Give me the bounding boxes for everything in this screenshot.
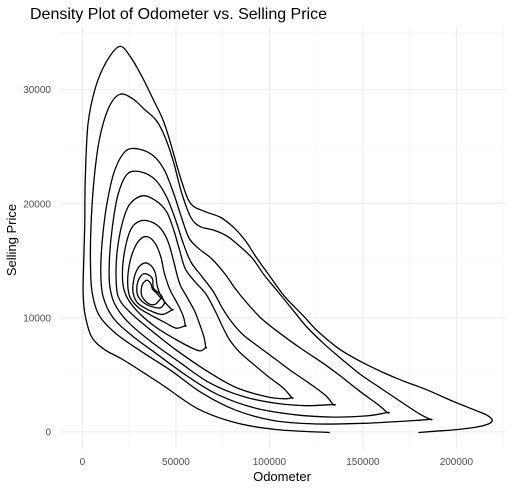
contour-level-8 [132,262,174,316]
contour-level-6 [121,219,207,352]
x-tick-label-4: 200000 [440,457,474,468]
contour-level-1 [82,45,493,434]
density-contours [82,45,493,434]
y-axis-title: Selling Price [4,204,19,276]
grid [60,27,505,449]
contour-level-4 [108,170,336,407]
chart-title: Density Plot of Odometer vs. Selling Pri… [30,6,327,23]
contour-level-7 [127,235,187,329]
contour-level-9 [136,273,166,309]
x-axis-title: Odometer [253,469,311,484]
x-tick-label-3: 150000 [346,457,380,468]
contour-level-10 [140,279,163,306]
y-tick-label-3: 30000 [23,85,51,96]
y-tick-label-2: 20000 [23,199,51,210]
x-tick-label-1: 50000 [162,457,190,468]
contour-level-2 [89,93,433,425]
contour-level-3 [100,147,390,418]
y-tick-label-0: 0 [45,427,51,438]
x-tick-label-0: 0 [80,457,86,468]
x-tick-label-2: 100000 [253,457,287,468]
y-axis-ticks: 0 10000 20000 30000 [23,85,51,438]
x-axis-ticks: 0 50000 100000 150000 200000 [80,457,474,468]
y-tick-label-1: 10000 [23,313,51,324]
contour-level-5 [115,195,294,400]
